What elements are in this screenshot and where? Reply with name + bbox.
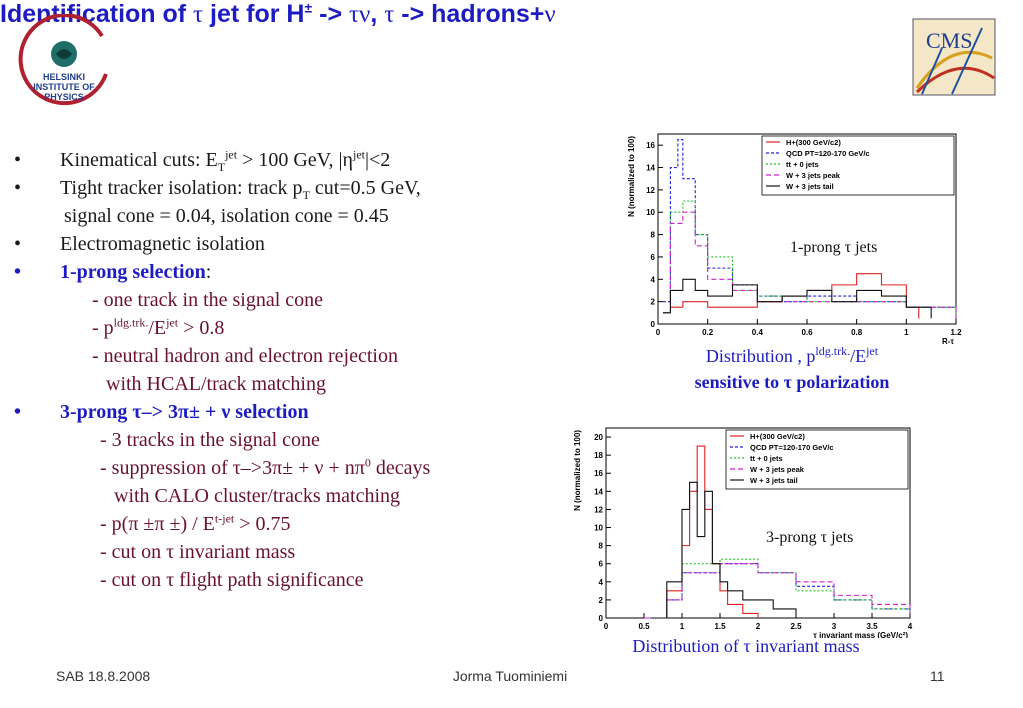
legend-entry: H+(300 GeV/c2) [750, 432, 805, 441]
y-tick-label: 12 [594, 505, 603, 514]
legend-box [761, 135, 955, 196]
x-tick-label: 4 [908, 622, 913, 631]
slide-title: Identification of τ jet for H± -> τν, τ … [0, 0, 556, 28]
chart-annotation: 1-prong τ jets [790, 239, 877, 256]
y-tick-label: 14 [594, 487, 603, 496]
x-tick-label: 1.5 [714, 622, 726, 631]
x-tick-label: 1 [680, 622, 685, 631]
y-tick-label: 10 [646, 208, 655, 217]
legend-box [725, 429, 909, 490]
legend-entry: W + 3 jets tail [750, 476, 798, 485]
legend-entry: W + 3 jets peak [786, 171, 841, 180]
x-tick-label: 0.4 [752, 328, 764, 337]
x-tick-label: 3.5 [866, 622, 878, 631]
legend-entry: QCD PT=120-170 GeV/c [750, 443, 834, 452]
x-axis-label: R-τ [942, 337, 954, 346]
cms-logo: CMS [912, 18, 996, 96]
legend-entry: QCD PT=120-170 GeV/c [786, 149, 870, 158]
y-tick-label: 10 [594, 524, 603, 533]
footer-page-number: 11 [930, 668, 945, 684]
legend-entry: H+(300 GeV/c2) [786, 138, 841, 147]
chart1-caption-line1: Distribution , pldg.trk./Ejet [705, 344, 879, 366]
institute-logo: HELSINKI INSTITUTE OF PHYSICS [14, 13, 114, 114]
y-tick-label: 8 [651, 231, 656, 240]
y-axis-label: N (normalized to 100) [573, 430, 582, 511]
y-tick-label: 4 [599, 578, 604, 587]
series-line-4 [662, 278, 932, 319]
y-tick-label: 0 [599, 614, 604, 623]
y-tick-label: 18 [594, 451, 603, 460]
legend-entry: tt + 0 jets [786, 160, 819, 169]
series-line-3 [644, 563, 911, 619]
x-tick-label: 0.5 [638, 622, 650, 631]
x-tick-label: 0 [656, 328, 661, 337]
x-tick-label: 0.8 [851, 328, 863, 337]
series-line-4 [651, 481, 797, 619]
y-tick-label: 20 [594, 433, 603, 442]
chart2-caption: Distribution of τ invariant mass [632, 636, 860, 656]
x-tick-label: 0 [604, 622, 609, 631]
legend-entry: W + 3 jets peak [750, 465, 805, 474]
chart-annotation: 3-prong τ jets [766, 529, 853, 546]
footer-author: Jorma Tuominiemi [452, 668, 568, 684]
y-tick-label: 12 [646, 186, 655, 195]
y-tick-label: 0 [651, 320, 656, 329]
footer-date: SAB 18.8.2008 [56, 668, 151, 684]
x-tick-label: 0.6 [801, 328, 813, 337]
logo-line-3: PHYSICS [44, 92, 84, 102]
chart-3prong: 0 0.5 1 1.5 2 2.5 3 3.5 4 0 2 4 6 8 10 12 14 16 18 20 τ inva… [573, 427, 913, 638]
y-tick-label: 8 [599, 542, 604, 551]
legend-entry: W + 3 jets tail [786, 182, 834, 191]
cms-logo-text: CMS [926, 28, 973, 53]
x-tick-label: 2 [756, 622, 761, 631]
y-tick-label: 6 [651, 253, 656, 262]
logo-line-2: INSTITUTE OF [33, 82, 95, 92]
x-tick-label: 2.5 [790, 622, 802, 631]
y-tick-label: 2 [599, 596, 604, 605]
y-tick-label: 2 [651, 298, 656, 307]
y-axis-label: N (normalized to 100) [627, 136, 636, 217]
x-tick-label: 1.2 [950, 328, 962, 337]
y-tick-label: 4 [651, 275, 656, 284]
y-tick-label: 16 [646, 141, 655, 150]
legend-entry: tt + 0 jets [750, 454, 783, 463]
chart1-caption-line2: sensitive to τ polarization [694, 372, 890, 392]
chart-1prong: 0 0.2 0.4 0.6 0.8 1 1.2 0 2 4 6 8 10 12 14 16 R-τ N (norm… [627, 133, 962, 346]
series-line-2 [662, 200, 957, 319]
y-tick-label: 16 [594, 469, 603, 478]
x-axis-label: τ invariant mass (GeV/c²) [813, 631, 908, 638]
logo-line-1: HELSINKI [42, 72, 85, 82]
y-tick-label: 6 [599, 560, 604, 569]
x-tick-label: 3 [832, 622, 837, 631]
y-tick-label: 14 [646, 164, 655, 173]
x-tick-label: 1 [904, 328, 909, 337]
x-tick-label: 0.2 [702, 328, 714, 337]
